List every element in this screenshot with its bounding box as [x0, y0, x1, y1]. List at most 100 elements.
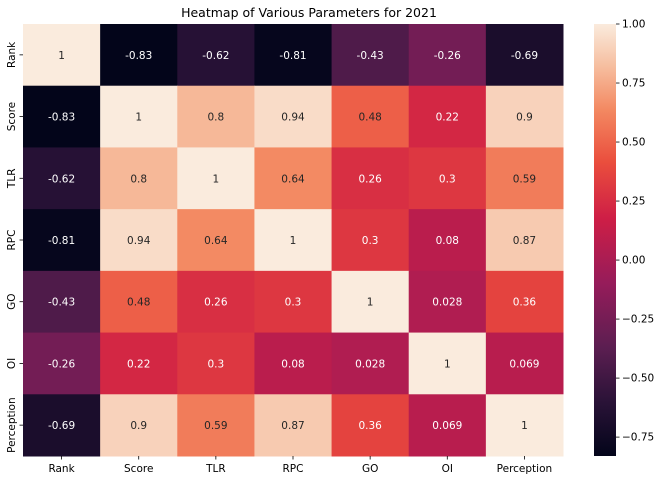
cell-value-label: 0.028: [432, 297, 462, 309]
heatmap-cell: [177, 209, 255, 272]
cell-value-label: 0.36: [358, 420, 382, 432]
heatmap-cell: [177, 332, 255, 395]
cell-value-label: -0.43: [48, 297, 75, 309]
colorbar-tick-label: −0.75: [622, 432, 654, 444]
cell-value-label: 0.94: [127, 235, 151, 247]
y-tick-label: TLR: [6, 169, 18, 190]
heatmap-cell: [100, 270, 178, 334]
heatmap-cell: [100, 209, 178, 272]
cell-value-label: 0.3: [208, 358, 225, 370]
cell-value-label: 0.028: [355, 358, 385, 370]
heatmap-cell: [254, 85, 333, 148]
x-tick-label: GO: [362, 463, 378, 475]
heatmap-cell: [100, 147, 178, 210]
cell-value-label: 0.94: [281, 112, 305, 124]
heatmap-cell: [177, 270, 255, 334]
cell-value-label: 0.26: [204, 297, 228, 309]
colorbar-gradient: [594, 24, 616, 456]
colorbar-tick-label: −0.50: [622, 373, 654, 385]
heatmap-cell: [177, 24, 255, 87]
cell-value-label: 0.48: [358, 112, 381, 124]
heatmap-cell: [23, 270, 101, 334]
heatmap-cell: [331, 332, 410, 395]
heatmap-cell: [100, 394, 178, 457]
cell-value-label: -0.81: [279, 50, 306, 62]
heatmap-cell: [485, 24, 564, 87]
heatmap-cell: [254, 209, 333, 272]
cell-value-label: 0.22: [436, 112, 459, 124]
chart-title: Heatmap of Various Parameters for 2021: [181, 5, 437, 20]
heatmap-cell: [408, 147, 487, 210]
heatmap-cell: [485, 85, 564, 148]
heatmap-cell: [485, 147, 564, 210]
cell-value-label: 0.08: [436, 235, 459, 247]
cell-value-label: -0.83: [48, 112, 75, 124]
cell-value-label: 0.8: [130, 173, 147, 185]
heatmap-cell: [254, 394, 333, 457]
heatmap-cell: [331, 270, 410, 334]
cell-value-label: 1: [135, 112, 142, 124]
cell-value-label: 0.08: [281, 358, 304, 370]
cell-value-label: 0.64: [204, 235, 228, 247]
heatmap-cell: [23, 332, 101, 395]
cell-value-label: 0.36: [513, 297, 537, 309]
cell-value-label: 0.87: [281, 420, 304, 432]
cell-value-label: -0.69: [511, 50, 538, 62]
cell-value-label: 1: [58, 50, 65, 62]
cell-value-label: 0.9: [130, 420, 147, 432]
heatmap-cell: [331, 394, 410, 457]
colorbar-tick-label: 1.00: [622, 19, 645, 31]
colorbar-tick-label: 0.00: [622, 255, 645, 267]
cell-value-label: 0.22: [127, 358, 150, 370]
cell-value-label: 0.48: [127, 297, 150, 309]
heatmap-cell: [408, 24, 487, 87]
x-tick-label: Rank: [48, 463, 75, 475]
x-tick-label: TLR: [205, 463, 226, 475]
x-tick-label: RPC: [283, 463, 304, 475]
heatmap-cell: [100, 85, 178, 148]
cell-value-label: -0.83: [125, 50, 152, 62]
heatmap-cell: [485, 209, 564, 272]
cell-value-label: 0.59: [204, 420, 227, 432]
cell-value-label: 1: [367, 297, 374, 309]
cell-value-label: 1: [521, 420, 528, 432]
x-tick-label: Perception: [497, 463, 553, 475]
heatmap-cell: [23, 394, 101, 457]
cell-value-label: 0.26: [358, 173, 382, 185]
heatmap-cell: [485, 332, 564, 395]
heatmap-cell: [485, 270, 564, 334]
heatmap-cell: [177, 394, 255, 457]
heatmap-cell: [485, 394, 564, 457]
heatmap-cell: [23, 147, 101, 210]
cell-value-label: 1: [213, 173, 220, 185]
heatmap-cell: [408, 394, 487, 457]
y-tick-label: Rank: [6, 41, 18, 68]
heatmap-cell: [254, 270, 333, 334]
heatmap-cell: [177, 85, 255, 148]
colorbar-tick-label: 0.25: [622, 196, 645, 208]
heatmap-cell: [331, 147, 410, 210]
heatmap-cell: [23, 24, 101, 87]
cell-value-label: 1: [444, 358, 451, 370]
heatmap-cell: [100, 24, 178, 87]
heatmap-cell: [100, 332, 178, 395]
colorbar-tick-label: 0.50: [622, 137, 645, 149]
heatmap-cell: [331, 209, 410, 272]
cell-value-label: 0.3: [285, 297, 302, 309]
cell-value-label: 0.9: [516, 112, 533, 124]
cell-value-label: 0.069: [432, 420, 462, 432]
cell-value-label: 0.8: [208, 112, 225, 124]
cell-value-label: 0.069: [509, 358, 539, 370]
heatmap-cell: [177, 147, 255, 210]
x-axis: Rank Score TLR RPC GO OI Perception: [48, 456, 552, 475]
y-tick-label: RPC: [6, 230, 18, 251]
heatmap-cell: [408, 270, 487, 334]
heatmap-cell: [408, 209, 487, 272]
cell-value-label: -0.26: [434, 50, 461, 62]
heatmap-cell: [23, 85, 101, 148]
cell-value-label: 0.59: [513, 173, 536, 185]
colorbar-tick-label: −0.25: [622, 314, 654, 326]
colorbar-tick-label: 0.75: [622, 78, 645, 90]
heatmap-cell: [331, 85, 410, 148]
